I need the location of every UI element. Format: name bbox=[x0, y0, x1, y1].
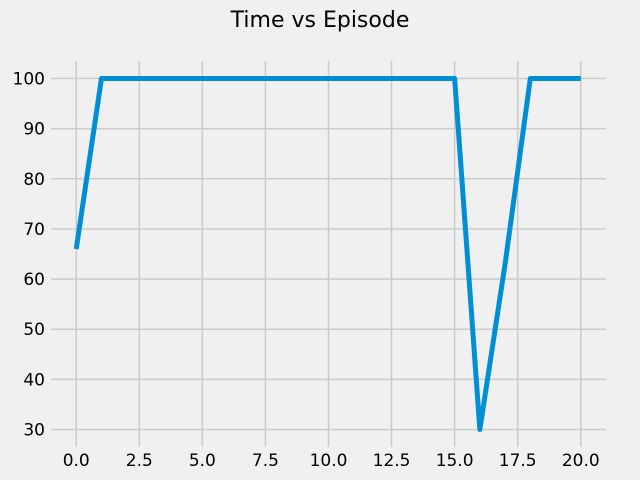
x-grid-lines bbox=[75, 61, 582, 447]
x-tick-label: 15.0 bbox=[436, 451, 474, 471]
x-tick-label: 0.0 bbox=[63, 451, 90, 471]
x-tick-label: 5.0 bbox=[189, 451, 216, 471]
x-tick-label: 2.5 bbox=[126, 451, 153, 471]
x-tick-label: 12.5 bbox=[373, 451, 411, 471]
y-tick-label: 50 bbox=[23, 320, 45, 340]
y-tick-labels: 30 40 50 60 70 80 90 100 bbox=[13, 70, 45, 441]
y-tick-label: 70 bbox=[23, 220, 45, 240]
y-tick-label: 80 bbox=[23, 170, 45, 190]
y-tick-label: 90 bbox=[23, 120, 45, 140]
x-tick-label: 10.0 bbox=[310, 451, 348, 471]
series-line bbox=[73, 76, 581, 432]
series-layer bbox=[73, 76, 581, 432]
x-tick-label: 17.5 bbox=[499, 451, 537, 471]
y-tick-label: 30 bbox=[23, 420, 45, 440]
y-tick-label: 60 bbox=[23, 270, 45, 290]
y-tick-label: 100 bbox=[13, 70, 45, 90]
x-tick-labels: 0.0 2.5 5.0 7.5 10.0 12.5 15.0 17.5 20.0 bbox=[63, 451, 600, 471]
chart-title: Time vs Episode bbox=[230, 8, 410, 33]
y-tick-label: 40 bbox=[23, 370, 45, 390]
x-tick-label: 20.0 bbox=[562, 451, 600, 471]
x-tick-label: 7.5 bbox=[252, 451, 279, 471]
